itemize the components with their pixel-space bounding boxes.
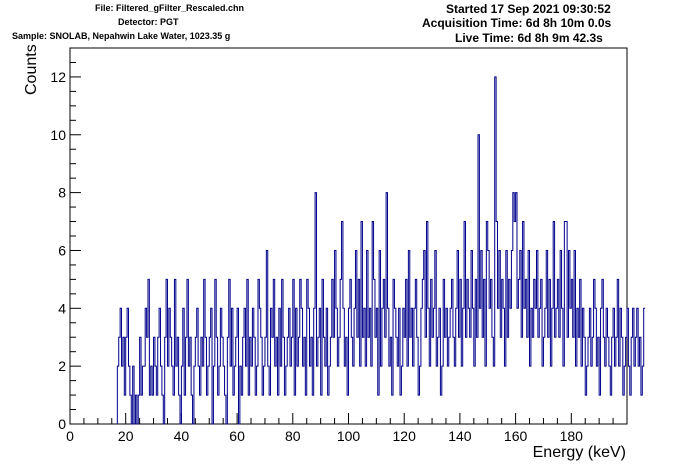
x-tick-label: 180 (560, 428, 584, 444)
y-tick-label: 6 (58, 242, 66, 258)
y-tick-label: 4 (58, 300, 66, 316)
y-axis-title: Counts (23, 44, 40, 95)
file-label: File: Filtered_gFilter_Rescaled.chn (95, 3, 245, 13)
x-tick-label: 80 (285, 428, 301, 444)
spectrum-series (116, 76, 646, 425)
x-tick-label: 100 (337, 428, 361, 444)
acquisition-time-label: Acquisition Time: 6d 8h 10m 0.0s (422, 16, 612, 30)
x-tick-labels: 0 20 40 60 80 100 120 140 160 180 (66, 428, 583, 444)
x-tick-label: 160 (504, 428, 528, 444)
started-label: Started 17 Sep 2021 09:30:52 (446, 2, 611, 16)
x-tick-label: 120 (393, 428, 417, 444)
y-tick-label: 10 (50, 127, 66, 143)
x-tick-label: 20 (118, 428, 134, 444)
y-tick-label: 0 (58, 416, 66, 432)
x-axis-title: Energy (keV) (533, 444, 626, 461)
axis-ticks (69, 47, 628, 425)
x-tick-label: 40 (174, 428, 190, 444)
detector-label: Detector: PGT (118, 17, 179, 27)
y-tick-labels: 0 2 4 6 8 10 12 (50, 69, 66, 432)
y-tick-label: 2 (58, 358, 66, 374)
sample-label: Sample: SNOLAB, Nepahwin Lake Water, 102… (12, 31, 231, 41)
x-tick-label: 60 (229, 428, 245, 444)
live-time-label: Live Time: 6d 8h 9m 42.3s (455, 31, 603, 45)
y-tick-label: 8 (58, 185, 66, 201)
x-tick-label: 140 (448, 428, 472, 444)
y-tick-label: 12 (50, 69, 66, 85)
x-tick-label: 0 (66, 428, 74, 444)
